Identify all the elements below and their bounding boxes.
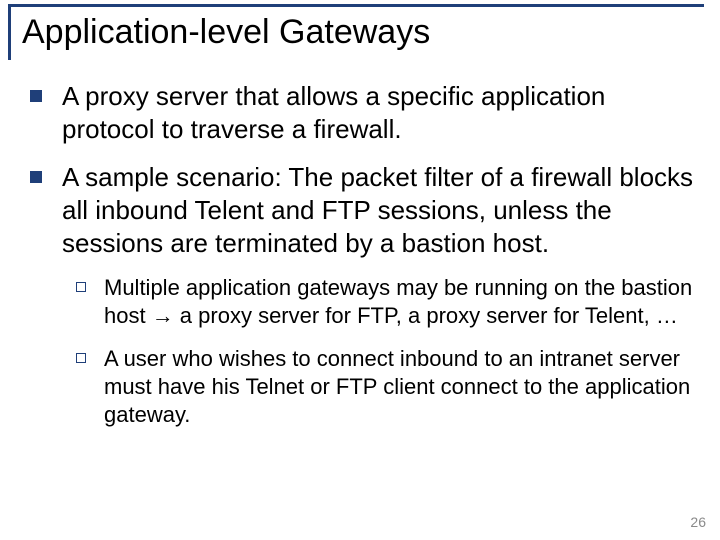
title-rule-left xyxy=(8,4,11,60)
square-bullet-icon xyxy=(30,171,42,183)
bullet-l2: Multiple application gateways may be run… xyxy=(76,274,696,330)
hollow-square-bullet-icon xyxy=(76,282,86,292)
slide-title: Application-level Gateways xyxy=(8,7,704,60)
body-content: A proxy server that allows a specific ap… xyxy=(30,80,696,443)
bullet-text: A sample scenario: The packet filter of … xyxy=(62,161,696,261)
sub-bullet-text: A user who wishes to connect inbound to … xyxy=(104,345,696,429)
bullet-l1: A proxy server that allows a specific ap… xyxy=(30,80,696,147)
square-bullet-icon xyxy=(30,90,42,102)
bullet-text: A proxy server that allows a specific ap… xyxy=(62,80,696,147)
hollow-square-bullet-icon xyxy=(76,353,86,363)
sub-bullet-text: Multiple application gateways may be run… xyxy=(104,274,696,330)
bullet-l1: A sample scenario: The packet filter of … xyxy=(30,161,696,261)
sub-bullet-group: Multiple application gateways may be run… xyxy=(76,274,696,429)
page-number: 26 xyxy=(690,514,706,530)
title-block: Application-level Gateways xyxy=(8,4,704,60)
bullet-l2: A user who wishes to connect inbound to … xyxy=(76,345,696,429)
slide: Application-level Gateways A proxy serve… xyxy=(0,0,720,540)
